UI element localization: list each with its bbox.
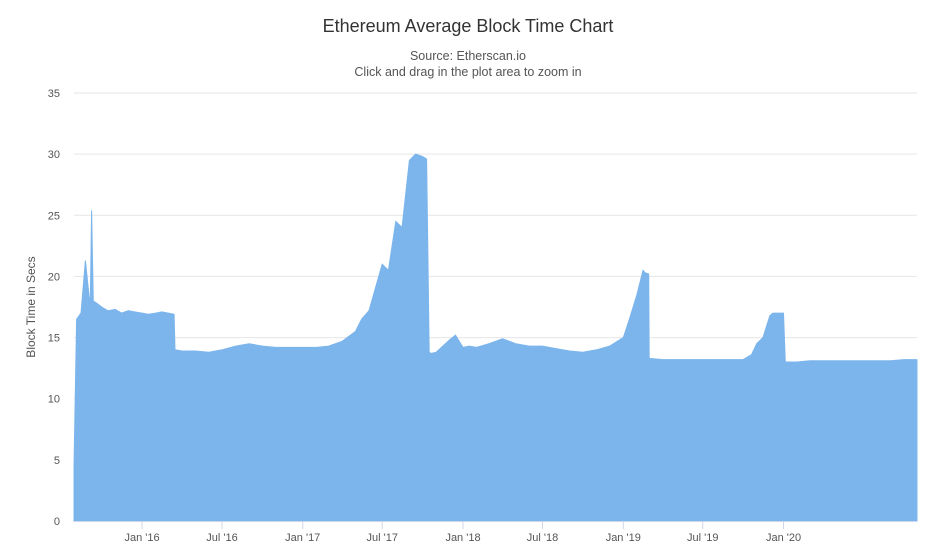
y-tick-label: 30 — [48, 149, 60, 161]
x-tick-label: Jul '16 — [206, 532, 237, 544]
y-tick-label: 10 — [48, 394, 60, 406]
chart-subtitle: Source: Etherscan.io Click and drag in t… — [0, 48, 936, 80]
x-tick-label: Jul '19 — [687, 532, 718, 544]
y-tick-label: 35 — [48, 88, 60, 100]
x-tick-label: Jan '20 — [766, 532, 801, 544]
block-time-area — [73, 153, 918, 522]
chart-source: Source: Etherscan.io — [409, 49, 527, 63]
x-tick-label: Jul '17 — [366, 532, 397, 544]
y-tick-label: 15 — [48, 333, 60, 345]
y-axis-title: Block Time in Secs — [24, 256, 38, 357]
chart-title: Ethereum Average Block Time Chart — [322, 16, 614, 36]
y-tick-label: 5 — [54, 455, 60, 467]
y-tick-label: 20 — [48, 271, 60, 283]
x-tick-label: Jan '19 — [606, 532, 641, 544]
chart-zoom-hint: Click and drag in the plot area to zoom … — [354, 65, 582, 79]
x-tick-label: Jan '18 — [445, 532, 480, 544]
x-tick-label: Jan '16 — [124, 532, 159, 544]
x-tick-label: Jul '18 — [527, 532, 558, 544]
x-tick-label: Jan '17 — [285, 532, 320, 544]
y-tick-label: 0 — [54, 516, 60, 528]
y-tick-label: 25 — [48, 210, 60, 222]
